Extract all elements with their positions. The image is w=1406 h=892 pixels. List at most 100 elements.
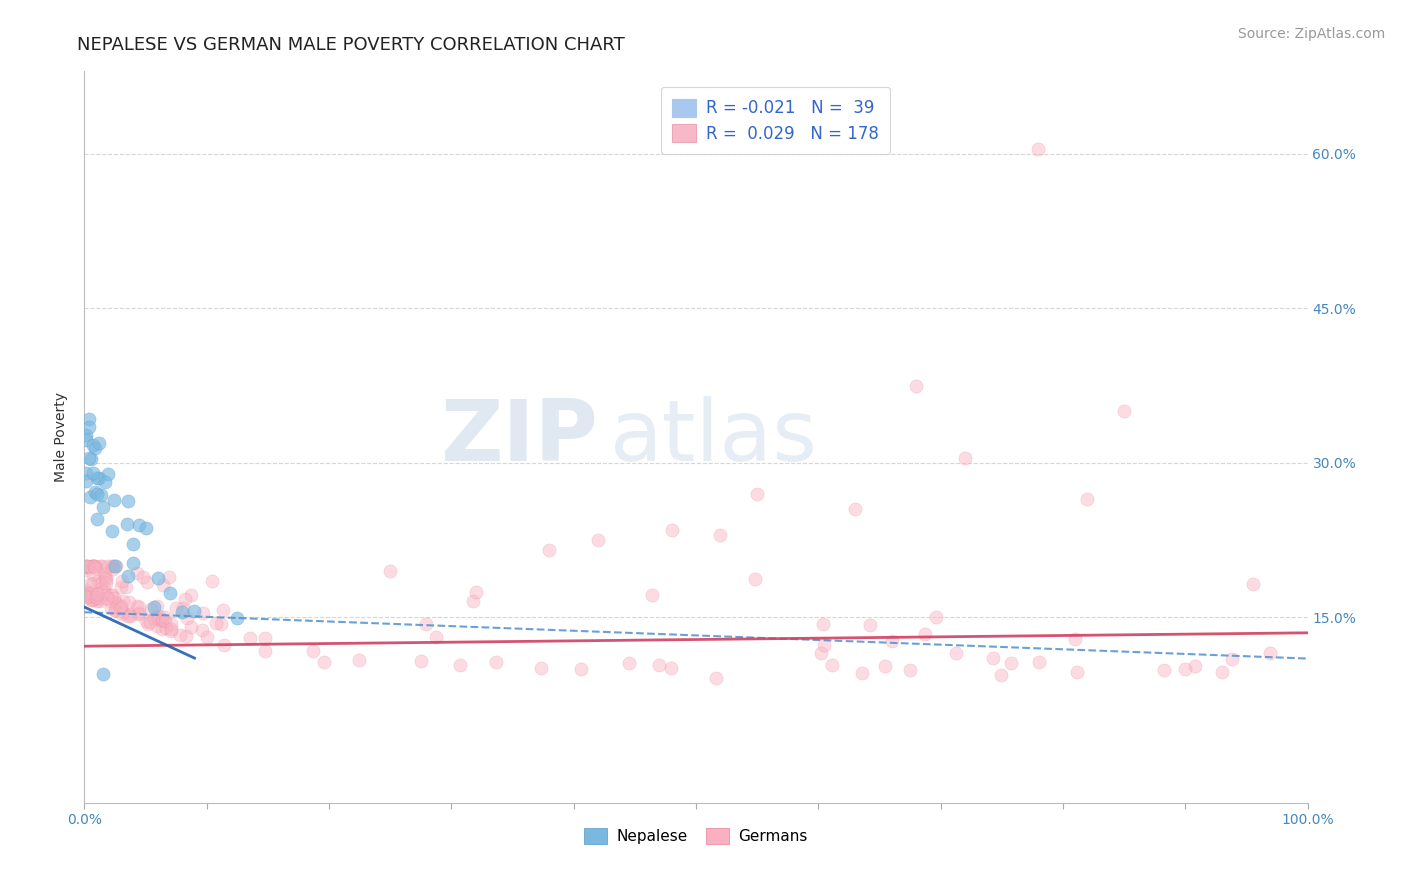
- Point: [195, 630, 218, 644]
- Point: [143, 611, 166, 625]
- Point: [1063, 632, 1085, 646]
- Point: [90, 575, 112, 590]
- Point: [103, 591, 125, 605]
- Point: [110, 580, 132, 594]
- Point: [122, 556, 145, 570]
- Point: [96, 574, 118, 588]
- Point: [1258, 647, 1281, 661]
- Point: [97, 558, 120, 573]
- Point: [1153, 663, 1175, 677]
- Point: [851, 666, 873, 681]
- Point: [110, 607, 132, 621]
- Point: [586, 533, 609, 547]
- Point: [79, 586, 101, 600]
- Point: [75, 558, 97, 573]
- Point: [89, 582, 111, 596]
- Point: [191, 607, 214, 621]
- Point: [661, 523, 683, 537]
- Point: [82, 438, 104, 452]
- Point: [111, 605, 134, 619]
- Point: [118, 595, 141, 609]
- Point: [96, 587, 118, 601]
- Point: [647, 657, 669, 672]
- Point: [254, 631, 277, 645]
- Point: [152, 577, 174, 591]
- Point: [146, 612, 169, 626]
- Point: [744, 572, 766, 586]
- Point: [176, 610, 198, 624]
- Point: [87, 574, 110, 588]
- Point: [1066, 665, 1088, 680]
- Point: [640, 588, 662, 602]
- Point: [86, 591, 108, 606]
- Point: [128, 517, 150, 532]
- Point: [157, 569, 180, 583]
- Point: [155, 621, 177, 635]
- Point: [461, 593, 484, 607]
- Point: [76, 589, 98, 603]
- Point: [160, 616, 183, 631]
- Point: [84, 590, 107, 604]
- Point: [79, 576, 101, 591]
- Point: [914, 626, 936, 640]
- Point: [89, 594, 111, 608]
- Text: atlas: atlas: [610, 395, 818, 479]
- Point: [79, 452, 101, 467]
- Point: [811, 617, 834, 632]
- Point: [82, 558, 104, 573]
- Point: [314, 655, 336, 669]
- Point: [349, 653, 371, 667]
- Point: [86, 512, 108, 526]
- Point: [1222, 652, 1244, 666]
- Point: [409, 654, 432, 668]
- Point: [76, 589, 98, 603]
- Legend: Nepalese, Germans: Nepalese, Germans: [578, 822, 814, 850]
- Point: [153, 610, 176, 624]
- Point: [1028, 655, 1050, 669]
- Point: [82, 558, 104, 573]
- Point: [747, 487, 769, 501]
- Point: [538, 543, 561, 558]
- Point: [139, 602, 162, 616]
- Point: [90, 488, 112, 502]
- Point: [810, 646, 832, 660]
- Point: [172, 605, 194, 619]
- Point: [190, 624, 212, 638]
- Point: [104, 559, 127, 574]
- Point: [82, 589, 104, 603]
- Point: [110, 601, 132, 615]
- Point: [79, 490, 101, 504]
- Point: [125, 599, 148, 614]
- Point: [82, 558, 104, 573]
- Point: [127, 607, 149, 621]
- Point: [380, 564, 402, 578]
- Point: [153, 614, 176, 628]
- Point: [75, 433, 97, 447]
- Point: [125, 566, 148, 581]
- Point: [75, 558, 97, 573]
- Point: [146, 618, 169, 632]
- Point: [75, 466, 97, 480]
- Point: [1211, 665, 1233, 680]
- Point: [87, 436, 110, 450]
- Point: [900, 663, 922, 677]
- Point: [1114, 404, 1136, 418]
- Point: [661, 661, 683, 675]
- Point: [75, 558, 97, 573]
- Point: [82, 592, 104, 607]
- Point: [875, 659, 897, 673]
- Point: [415, 616, 437, 631]
- Point: [136, 616, 159, 631]
- Point: [91, 500, 114, 514]
- Point: [150, 612, 173, 626]
- Point: [80, 558, 103, 573]
- Point: [82, 566, 104, 581]
- Point: [82, 586, 104, 600]
- Point: [159, 586, 181, 600]
- Point: [135, 521, 157, 535]
- Point: [76, 560, 98, 574]
- Point: [122, 537, 145, 551]
- Point: [212, 638, 235, 652]
- Point: [101, 562, 124, 576]
- Point: [80, 592, 103, 607]
